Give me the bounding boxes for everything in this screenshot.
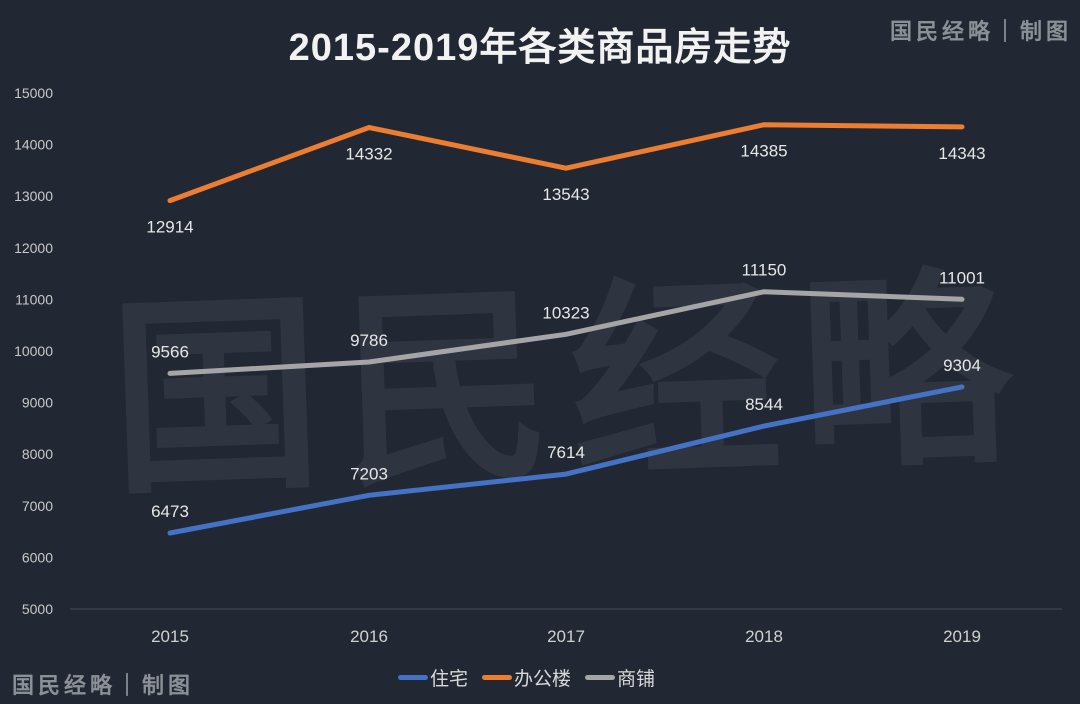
legend-swatch [482, 675, 513, 680]
series-line [167, 384, 965, 536]
data-label: 9566 [151, 342, 189, 361]
y-tick-label: 12000 [14, 240, 53, 256]
data-label: 14332 [345, 144, 392, 163]
data-label: 13543 [542, 185, 589, 204]
x-tick-label: 2017 [547, 627, 585, 646]
legend-swatch [585, 675, 616, 680]
y-tick-label: 14000 [14, 137, 53, 153]
credit-bottom: 国民经略｜制图 [12, 673, 195, 699]
legend-label: 办公楼 [514, 669, 572, 690]
data-label: 10323 [542, 303, 589, 322]
y-tick-label: 6000 [22, 549, 53, 565]
data-label: 7203 [350, 464, 388, 483]
y-tick-label: 15000 [14, 85, 53, 101]
series-line [167, 122, 965, 204]
y-tick-label: 5000 [22, 601, 53, 617]
data-label: 7614 [547, 443, 585, 462]
data-label: 11001 [939, 268, 985, 287]
y-tick-label: 9000 [22, 395, 53, 411]
series-lines [167, 122, 965, 536]
legend-swatch [398, 675, 428, 680]
y-tick-label: 13000 [14, 188, 53, 204]
legend-label: 商铺 [617, 669, 656, 690]
data-label: 6473 [151, 502, 189, 521]
y-tick-label: 8000 [22, 446, 53, 462]
x-tick-label: 2015 [151, 627, 189, 646]
series-line [167, 289, 965, 376]
legend-item-office[interactable]: 办公楼 [482, 664, 571, 691]
y-tick-label: 7000 [22, 498, 53, 514]
data-label: 14385 [740, 142, 787, 161]
data-label: 9304 [943, 356, 981, 375]
data-label: 8544 [745, 395, 783, 414]
x-tick-label: 2016 [350, 627, 388, 646]
y-tick-label: 11000 [15, 291, 53, 307]
legend-item-residential[interactable]: 住宅 [398, 664, 468, 691]
legend-item-retail[interactable]: 商铺 [585, 664, 655, 691]
x-tick-label: 2018 [745, 627, 783, 646]
data-labels: 6473 7203 7614 8544 9304 12914 14332 13543 14385… [146, 142, 985, 521]
data-label: 11150 [742, 261, 787, 280]
legend-label: 住宅 [430, 669, 469, 690]
y-tick-label: 10000 [14, 343, 53, 359]
legend: 住宅 办公楼 商铺 [398, 664, 655, 691]
data-label: 9786 [350, 331, 388, 350]
data-label: 12914 [146, 218, 193, 237]
x-tick-label: 2019 [943, 627, 981, 646]
data-label: 14343 [938, 144, 985, 163]
credit-top: 国民经略｜制图 [889, 19, 1072, 45]
x-axis: 2015 2016 2017 2018 2019 [151, 627, 981, 646]
y-axis: 15000 14000 13000 12000 11000 10000 9000 8000 70… [14, 85, 53, 617]
chart-title: 2015-2019年各类商品房走势 [288, 27, 792, 69]
